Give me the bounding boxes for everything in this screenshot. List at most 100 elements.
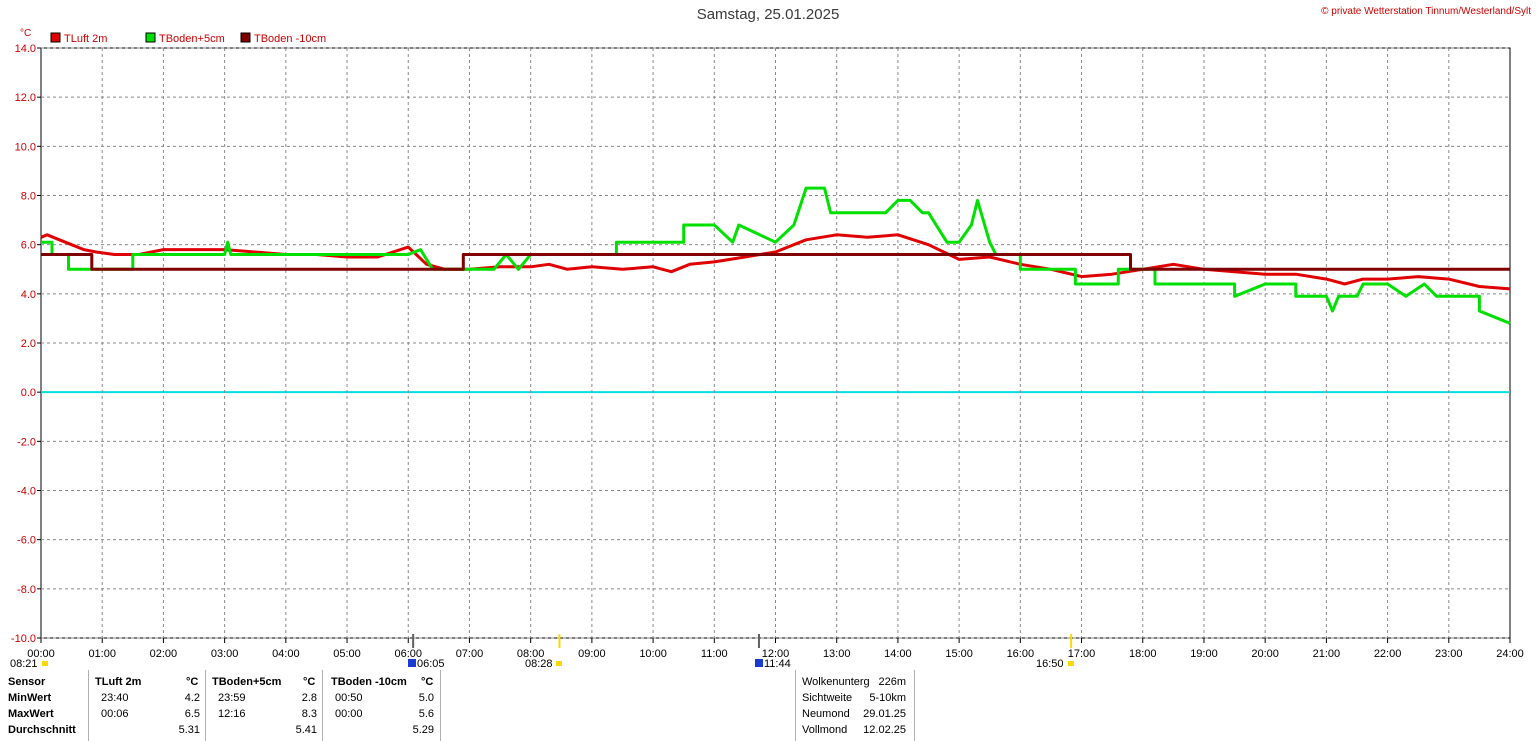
stats-row-label: Durchschnitt	[8, 724, 76, 736]
stats-min-time: 23:59	[218, 692, 246, 704]
legend-swatch	[240, 32, 251, 43]
y-tick-label: -8.0	[17, 584, 36, 596]
y-tick-label: 6.0	[21, 240, 36, 252]
stats-max-time: 00:06	[101, 708, 129, 720]
y-tick-label: 10.0	[15, 141, 36, 153]
x-tick-label: 23:00	[1435, 648, 1463, 660]
x-tick-label: 12:00	[762, 648, 790, 660]
y-tick-label: -6.0	[17, 535, 36, 547]
stats-extra-column: Wolkenunterg 226m Sichtweite 5-10km Neum…	[795, 670, 915, 741]
stats-labels-column: Sensor MinWert MaxWert Durchschnitt	[0, 670, 88, 741]
legend-swatch	[145, 32, 156, 43]
stats-column-name: TBoden -10cm	[331, 676, 407, 688]
x-tick-label: 17:00	[1068, 648, 1096, 660]
x-tick-label: 06:00	[394, 648, 422, 660]
y-unit-label: °C	[20, 28, 31, 39]
page-title: Samstag, 25.01.2025	[696, 6, 840, 23]
stats-avg-value: 5.31	[178, 724, 200, 736]
y-axis-ticks: 14.0 12.0 10.0 8.0 6.0 4.0 2.0 0.0 -2.0 -4.0 -6.0 -…	[11, 43, 36, 645]
x-tick-label: 01:00	[88, 648, 116, 660]
x-tick-label: 03:00	[211, 648, 239, 660]
sun-icon	[42, 661, 48, 666]
x-tick-label: 02:00	[150, 648, 178, 660]
legend-label: TBoden -10cm	[254, 33, 326, 45]
extra-label: Neumond	[802, 708, 850, 720]
y-tick-label: 4.0	[21, 289, 36, 301]
stats-max-value: 5.6	[418, 708, 434, 720]
extra-value: 12.02.25	[863, 724, 906, 736]
y-tick-label: -10.0	[11, 633, 36, 645]
stats-max-time: 12:16	[218, 708, 246, 720]
extra-value: 226m	[878, 676, 906, 688]
stats-row-label: MaxWert	[8, 708, 54, 720]
stats-column-unit: °C	[186, 676, 199, 688]
x-tick-label: 19:00	[1190, 648, 1218, 660]
x-tick-label: 05:00	[333, 648, 361, 660]
stats-table: Sensor MinWert MaxWert Durchschnitt TLuf…	[0, 670, 1536, 741]
series-line	[41, 186, 1511, 325]
extra-label: Sichtweite	[802, 692, 853, 704]
extra-value: 29.01.25	[863, 708, 906, 720]
stats-min-value: 2.8	[301, 692, 317, 704]
stats-max-value: 6.5	[184, 708, 200, 720]
extra-value: 5-10km	[869, 692, 906, 704]
moon-label-1144: 11:44	[764, 658, 791, 670]
extra-label: Vollmond	[802, 724, 848, 736]
x-tick-label: 13:00	[823, 648, 851, 660]
y-tick-label: 2.0	[21, 338, 36, 350]
chart-legend: TLuft 2m TBoden+5cm TBoden -10cm	[50, 32, 326, 45]
extra-label: Wolkenunterg	[802, 676, 870, 688]
sun-label-0828: 08:28	[525, 658, 553, 670]
sun-set-label: 16:50	[1036, 658, 1064, 670]
y-tick-label: -4.0	[17, 486, 36, 498]
x-tick-label: 22:00	[1374, 648, 1402, 660]
stats-column-unit: °C	[303, 676, 316, 688]
x-axis-ticks: 00:00 01:00 02:00 03:00 04:00 05:00 06:00 07:00…	[27, 648, 1524, 660]
y-tick-label: 8.0	[21, 191, 36, 203]
x-tick-label: 14:00	[884, 648, 912, 660]
x-tick-label: 09:00	[578, 648, 606, 660]
stats-min-time: 23:40	[101, 692, 129, 704]
x-tick-label: 04:00	[272, 648, 300, 660]
stats-row-label: MinWert	[8, 692, 52, 704]
moon-icon	[408, 659, 416, 667]
stats-column-tboden10: TBoden -10cm °C 00:50 5.0 00:00 5.6 5.29	[322, 670, 441, 741]
stats-column-tluft: TLuft 2m °C 23:40 4.2 00:06 6.5 5.31	[88, 670, 206, 741]
x-tick-label: 07:00	[456, 648, 484, 660]
stats-column-tboden5: TBoden+5cm °C 23:59 2.8 12:16 8.3 5.41	[205, 670, 323, 741]
x-tick-label: 24:00	[1496, 648, 1524, 660]
x-tick-label: 20:00	[1251, 648, 1279, 660]
stats-column-name: TLuft 2m	[95, 676, 142, 688]
x-tick-label: 11:00	[701, 648, 728, 660]
copyright-text: © private Wetterstation Tinnum/Westerlan…	[1321, 6, 1531, 17]
y-tick-label: 0.0	[21, 387, 36, 399]
stats-min-value: 5.0	[418, 692, 434, 704]
x-tick-label: 16:00	[1007, 648, 1035, 660]
stats-avg-value: 5.41	[295, 724, 317, 736]
moon-icon	[755, 659, 763, 667]
stats-avg-value: 5.29	[412, 724, 434, 736]
series-line	[41, 253, 1510, 271]
x-tick-label: 21:00	[1313, 648, 1341, 660]
y-tick-label: 12.0	[15, 92, 36, 104]
legend-swatch	[50, 32, 61, 43]
stats-max-time: 00:00	[335, 708, 363, 720]
stats-min-time: 00:50	[335, 692, 363, 704]
x-tick-label: 10:00	[639, 648, 667, 660]
stats-max-value: 8.3	[301, 708, 317, 720]
chart-series	[40, 186, 1511, 325]
stats-column-unit: °C	[421, 676, 434, 688]
y-tick-label: -2.0	[17, 436, 36, 448]
sun-rise-label: 08:21	[10, 658, 38, 670]
stats-header-sensor: Sensor	[8, 676, 46, 688]
legend-label: TLuft 2m	[64, 33, 107, 45]
y-tick-label: 14.0	[15, 43, 36, 55]
stats-column-name: TBoden+5cm	[212, 676, 282, 688]
astro-markers: 08:21 06:05 08:28 11:44 16:50	[10, 658, 1074, 670]
sun-icon	[1068, 661, 1074, 666]
stats-min-value: 4.2	[184, 692, 200, 704]
x-tick-label: 15:00	[945, 648, 973, 660]
chart-grid	[37, 47, 1511, 648]
moon-set-label: 06:05	[417, 658, 445, 670]
temperature-chart: °C 14.0 12.0 10.0 8.0 6.0 4.0 2.0 0.0 -2.0 -4.0 -6…	[10, 28, 1524, 670]
